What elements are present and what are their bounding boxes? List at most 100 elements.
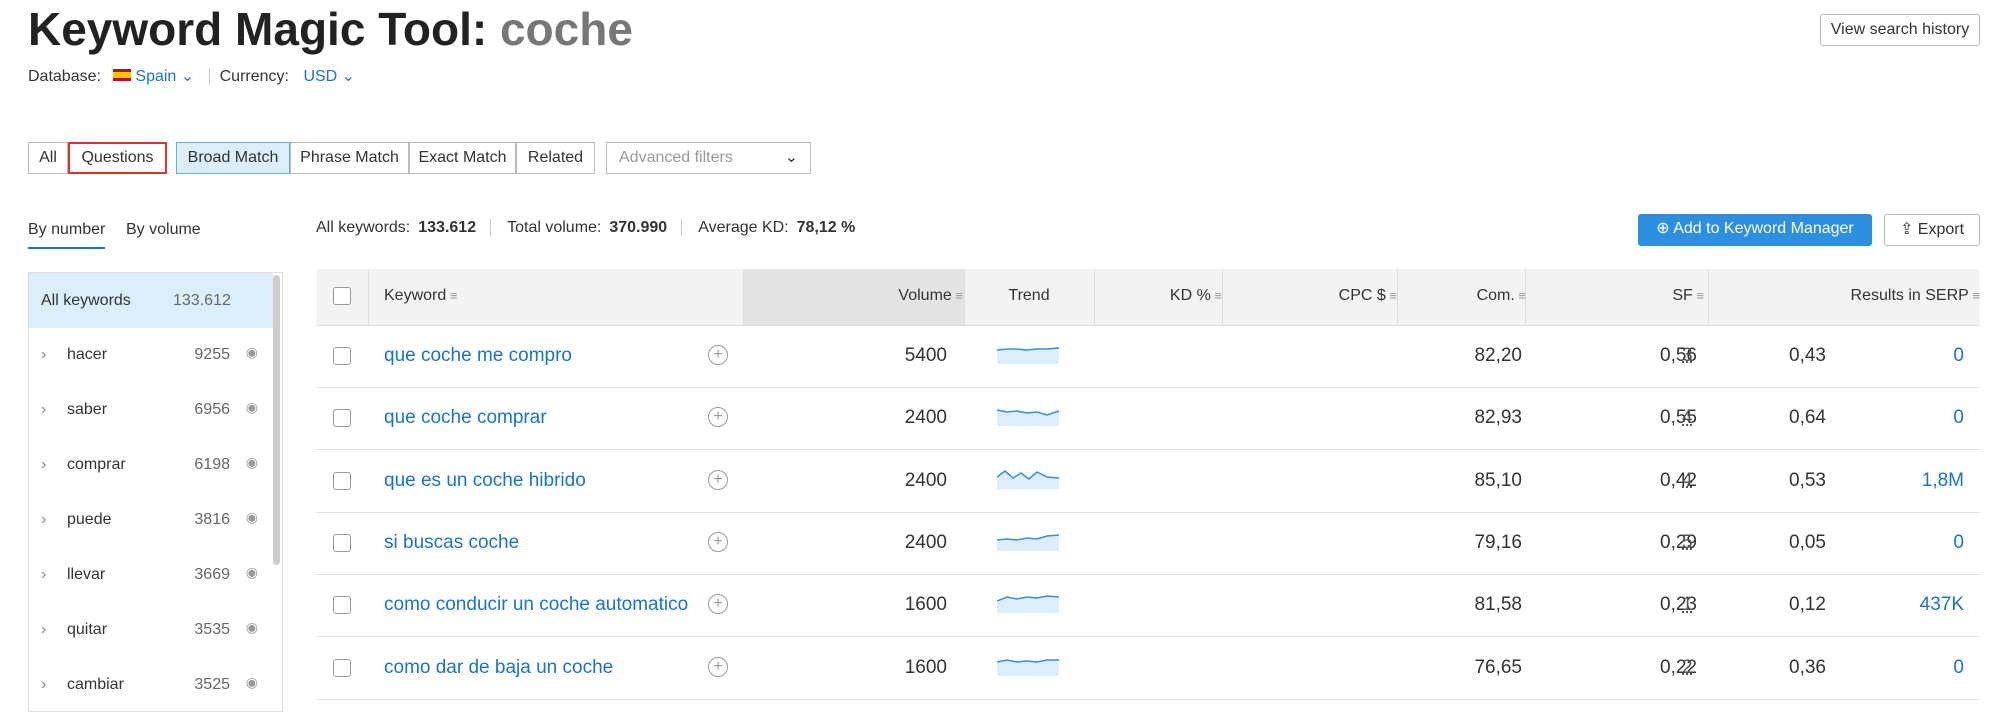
chevron: › <box>41 346 47 363</box>
match-tab[interactable]: Broad Match <box>176 142 290 174</box>
results[interactable]: 437K <box>1919 594 1964 616</box>
serp-features[interactable]: 4 <box>1682 407 1693 429</box>
summary-item: All keywords: 133.612 <box>316 219 492 236</box>
summary-item: Total volume: 370.990 <box>507 219 683 236</box>
row-checkbox[interactable] <box>333 658 351 677</box>
results[interactable]: 0 <box>1953 531 1964 553</box>
results[interactable]: 1,8M <box>1921 469 1964 491</box>
add-icon[interactable]: + <box>708 469 728 490</box>
summary: All keywords: 133.612 Total volume: 370.990… <box>316 219 885 237</box>
row-checkbox[interactable] <box>333 409 351 428</box>
column-header[interactable]: Com. ≡ <box>1476 287 1526 304</box>
query: coche <box>499 3 633 55</box>
row-checkbox[interactable] <box>333 533 351 552</box>
group-label[interactable]: hacer <box>67 346 108 363</box>
group-count: 3535 <box>194 621 230 638</box>
database-row: Database: Spain ⌄ Currency: USD ⌄ <box>28 68 356 85</box>
advanced-text: Advanced filters <box>619 149 733 166</box>
keyword[interactable]: como dar de baja un coche <box>384 656 614 678</box>
add-icon[interactable]: + <box>708 594 728 615</box>
keyword[interactable]: que coche me compro <box>384 345 572 366</box>
keyword[interactable]: si buscas coche <box>384 531 520 553</box>
column-title: Volume <box>898 287 952 304</box>
column-header[interactable]: Trend <box>989 287 1069 305</box>
cpc: 0,56 <box>1660 345 1697 366</box>
currency-label: Currency: <box>219 68 289 85</box>
column-header[interactable]: Results in SERP ≡ <box>1850 287 1980 304</box>
column-header[interactable]: Keyword ≡ <box>384 287 458 304</box>
serp-features[interactable]: 5 <box>1682 531 1693 553</box>
keyword[interactable]: como conducir un coche automatico <box>384 594 689 616</box>
row-checkbox[interactable] <box>333 471 351 490</box>
group-label[interactable]: puede <box>67 511 112 528</box>
flag <box>113 69 132 81</box>
group-count: 6956 <box>194 401 230 418</box>
column-header[interactable]: Volume ≡ <box>898 287 963 304</box>
summary-item: Average KD: 78,12 % <box>698 219 869 236</box>
match-tab[interactable]: Related <box>516 142 595 174</box>
column-header[interactable]: CPC $ ≡ <box>1338 287 1397 304</box>
group-label[interactable]: saber <box>67 401 108 418</box>
row-checkbox[interactable] <box>333 347 351 365</box>
column-header[interactable]: SF ≡ <box>1672 287 1704 304</box>
trend-sparkline <box>997 409 1060 427</box>
cpc: 0,29 <box>1660 531 1697 553</box>
chevron: › <box>41 621 47 638</box>
column-title: CPC $ <box>1338 287 1386 304</box>
results[interactable]: 0 <box>1953 656 1964 678</box>
column-header[interactable]: KD % ≡ <box>1169 287 1222 304</box>
chevron: › <box>41 401 47 418</box>
history-button[interactable]: View search history <box>1820 14 1980 46</box>
group-label[interactable]: quitar <box>67 621 108 638</box>
export-button[interactable]: ⇪ Export <box>1884 214 1980 246</box>
chevron: › <box>41 511 47 528</box>
add-icon[interactable]: + <box>708 531 728 552</box>
serp-features[interactable]: 4 <box>1682 469 1693 491</box>
keyword[interactable]: que coche comprar <box>384 407 547 429</box>
row-checkbox[interactable] <box>333 596 351 615</box>
serp-features[interactable]: 2 <box>1682 656 1693 678</box>
serp-features[interactable]: 3 <box>1682 345 1693 366</box>
add-button[interactable]: ⊕ Add to Keyword Manager <box>1638 214 1872 246</box>
summary-value: 370.990 <box>609 219 668 236</box>
tab[interactable]: All <box>28 142 68 174</box>
tab[interactable]: Questions <box>68 142 167 174</box>
sidebar-tab[interactable]: By volume <box>126 221 201 238</box>
all-label[interactable]: All keywords <box>41 292 131 309</box>
advanced-filters[interactable]: Advanced filters ⌄ <box>606 142 811 174</box>
sidebar-tab[interactable]: By number <box>28 221 106 249</box>
column-title: SF <box>1672 287 1693 304</box>
title-text: Keyword Magic Tool: <box>28 3 488 55</box>
kd: 76,65 <box>1474 656 1522 678</box>
add-icon[interactable]: + <box>708 656 728 677</box>
group-count: 3669 <box>194 566 230 583</box>
row-divider <box>316 573 1980 575</box>
sidebar: All keywords 133.612 › hacer 9255 ◉ › saber 69… <box>28 272 283 712</box>
group-label[interactable]: llevar <box>67 566 106 583</box>
results[interactable]: 0 <box>1953 345 1964 366</box>
group-label[interactable]: comprar <box>67 456 126 473</box>
match-tab[interactable]: Phrase Match <box>290 142 409 174</box>
competition: 0,36 <box>1789 656 1826 678</box>
keyword[interactable]: que es un coche hibrido <box>384 469 586 491</box>
group-label[interactable]: cambiar <box>67 676 124 693</box>
eye-icon: ◉ <box>245 674 258 690</box>
column-title: Keyword <box>384 287 447 304</box>
chevron: › <box>41 456 47 473</box>
col-divider <box>1397 269 1398 325</box>
col-divider <box>1094 269 1095 325</box>
header-checkbox[interactable] <box>333 287 351 305</box>
eye-icon: ◉ <box>245 399 258 415</box>
page: Keyword Magic Tool: coche Database: Spai… <box>28 3 1980 712</box>
kd: 82,93 <box>1474 407 1522 429</box>
add-icon[interactable]: + <box>708 407 728 428</box>
database[interactable]: Spain <box>135 68 177 85</box>
eye-icon: ◉ <box>245 564 258 580</box>
serp-features[interactable]: 1 <box>1682 594 1693 616</box>
currency[interactable]: USD <box>303 68 338 85</box>
group-count: 3816 <box>194 511 230 528</box>
chevron: › <box>41 566 47 583</box>
match-tab[interactable]: Exact Match <box>409 142 516 174</box>
results[interactable]: 0 <box>1953 407 1964 429</box>
add-icon[interactable]: + <box>708 345 728 365</box>
